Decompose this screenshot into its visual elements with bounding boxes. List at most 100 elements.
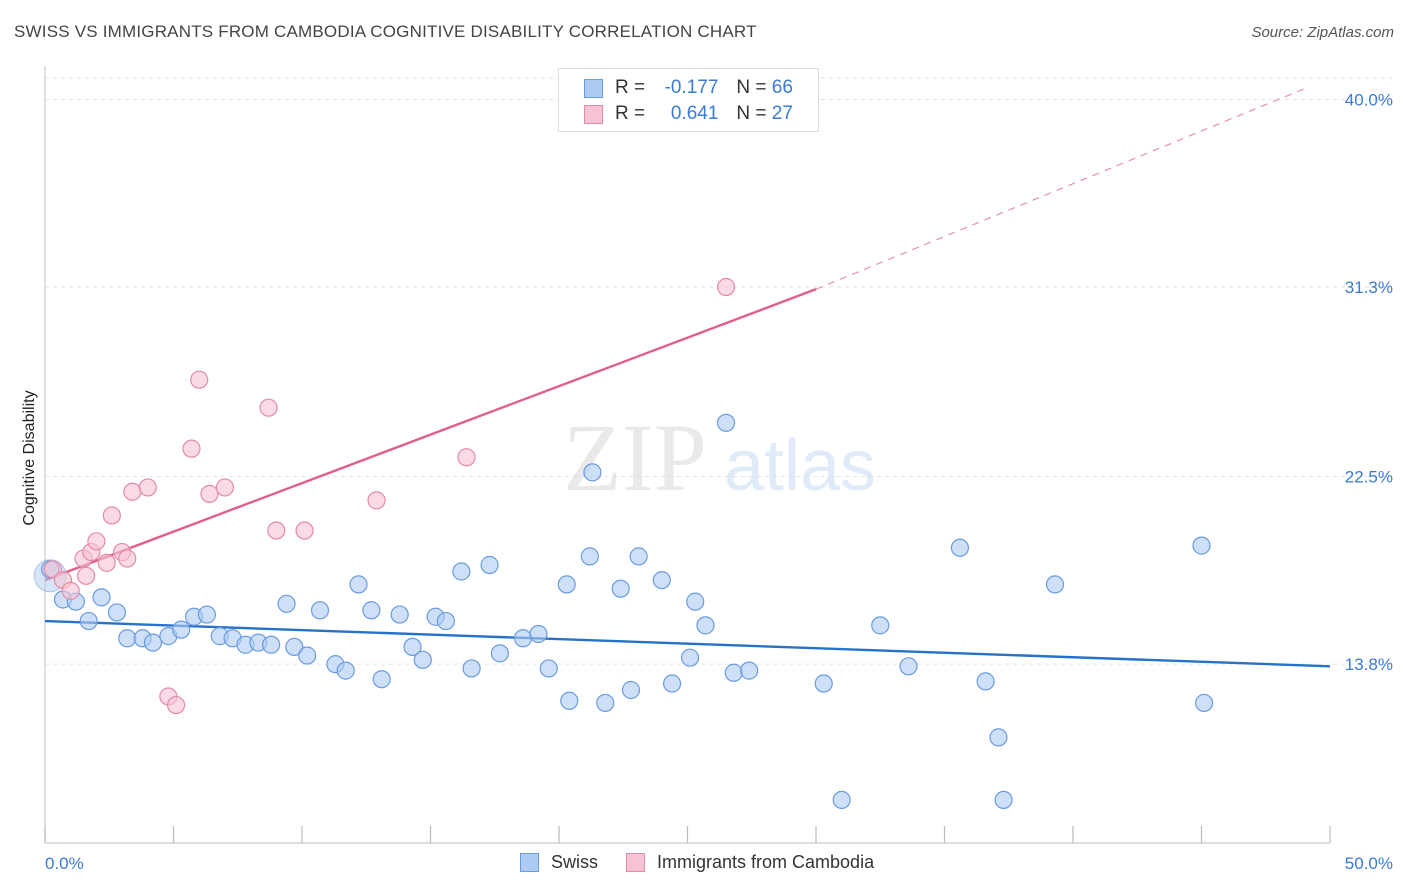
y-tick-label: 13.8%	[1345, 655, 1393, 674]
swiss-point	[621, 680, 641, 700]
cambodia-point	[200, 484, 219, 504]
swiss-point	[611, 579, 630, 598]
swiss-point	[716, 413, 736, 432]
swiss-point	[539, 659, 558, 678]
cambodia-point	[61, 581, 80, 600]
cambodia-point	[123, 482, 142, 501]
swiss-point	[950, 538, 970, 557]
swiss-point	[262, 635, 281, 654]
cambodia-point	[138, 478, 157, 497]
legend-r-value: -0.177	[664, 77, 719, 98]
cambodia-point	[77, 566, 96, 585]
grid-lines	[45, 77, 1392, 665]
swiss-point	[696, 616, 715, 635]
swiss-point	[362, 601, 381, 620]
swiss-point	[390, 605, 409, 624]
cambodia-point	[190, 370, 209, 389]
y-tick-label: 22.5%	[1345, 468, 1393, 487]
swiss-point	[724, 663, 743, 682]
cambodia-point	[182, 439, 201, 458]
swiss-point	[403, 637, 422, 657]
swiss-point	[1192, 536, 1211, 555]
swiss-point	[298, 646, 317, 665]
swiss-point	[583, 463, 602, 482]
cambodia-trend-line	[815, 88, 1305, 290]
cambodia-point	[716, 277, 736, 297]
swiss-point	[436, 611, 456, 631]
bottom-legend-cambodia-label: Immigrants from Cambodia	[657, 852, 875, 872]
cambodia-point	[87, 532, 106, 551]
swiss-point	[871, 616, 890, 635]
swiss-point	[976, 672, 995, 691]
swiss-point	[277, 594, 296, 613]
bottom-legend-swiss-label: Swiss	[551, 852, 599, 872]
swiss-point	[490, 644, 509, 663]
swiss-point	[143, 633, 163, 652]
cambodia-point	[102, 506, 121, 525]
swiss-point	[814, 674, 833, 693]
cambodia-point	[166, 695, 186, 715]
legend-row-swiss: R = -0.177 N = 66	[584, 75, 793, 101]
data-points	[33, 277, 1214, 810]
y-tick-label: 40.0%	[1345, 91, 1393, 110]
swiss-swatch	[520, 853, 539, 872]
y-tick-label: 31.3%	[1345, 278, 1393, 297]
swiss-point	[336, 661, 355, 680]
swiss-point	[989, 728, 1008, 747]
bottom-legend-cambodia: Immigrants from Cambodia	[626, 852, 874, 873]
swiss-swatch	[584, 78, 603, 98]
cambodia-point	[118, 549, 137, 568]
swiss-trend-line	[44, 619, 1331, 668]
cambodia-point	[295, 521, 314, 540]
swiss-point	[462, 659, 481, 678]
source-label: Source: ZipAtlas.com	[1251, 24, 1394, 41]
swiss-point	[740, 661, 759, 680]
watermark-zip: ZIP	[563, 404, 707, 511]
legend: R = -0.177 N = 66 R = 0.641 N = 27	[558, 68, 819, 132]
legend-n-value: 66	[771, 77, 793, 98]
swiss-point	[197, 605, 217, 624]
legend-row-cambodia: R = 0.641 N = 27	[584, 101, 793, 127]
swiss-point	[529, 624, 548, 644]
swiss-point	[118, 629, 137, 648]
x-tick-label: 50.0%	[1345, 854, 1393, 873]
swiss-point	[107, 603, 127, 622]
chart-title: SWISS VS IMMIGRANTS FROM CAMBODIA COGNIT…	[14, 22, 757, 41]
swiss-point	[680, 648, 700, 667]
cambodia-point	[259, 398, 278, 417]
watermark: ZIP atlas	[563, 404, 876, 511]
cambodia-point	[367, 491, 386, 510]
legend-r-label: R =	[615, 103, 646, 124]
swiss-point	[662, 674, 682, 693]
swiss-point	[452, 562, 471, 581]
legend-r-value: 0.641	[670, 103, 719, 124]
swiss-point	[513, 629, 533, 648]
swiss-point	[580, 547, 599, 566]
swiss-point	[92, 588, 111, 607]
swiss-point	[172, 620, 191, 639]
swiss-point	[79, 611, 98, 631]
swiss-point	[372, 670, 391, 689]
swiss-point	[413, 650, 432, 669]
swiss-point	[686, 592, 705, 611]
legend-r-label: R =	[615, 77, 646, 98]
tick-labels: 13.8% 22.5% 31.3% 40.0% 0.0% 50.0%	[45, 91, 1393, 873]
swiss-point	[832, 790, 851, 810]
swiss-point	[557, 575, 576, 594]
legend-n-label: N =	[736, 77, 767, 98]
swiss-point	[652, 570, 671, 590]
swiss-point	[285, 637, 304, 657]
cambodia-point	[215, 478, 234, 497]
legend-n-value: 27	[771, 103, 793, 124]
bottom-legend: Swiss Immigrants from Cambodia	[520, 852, 902, 873]
cambodia-point	[267, 521, 286, 540]
cambodia-swatch	[584, 104, 603, 124]
cambodia-point	[97, 553, 116, 572]
axes	[44, 66, 1331, 844]
swiss-point	[1045, 575, 1065, 594]
y-axis-label: Cognitive Disability	[21, 390, 38, 525]
trend-lines	[44, 88, 1331, 668]
legend-n-label: N =	[736, 103, 767, 124]
swiss-point	[560, 691, 579, 710]
